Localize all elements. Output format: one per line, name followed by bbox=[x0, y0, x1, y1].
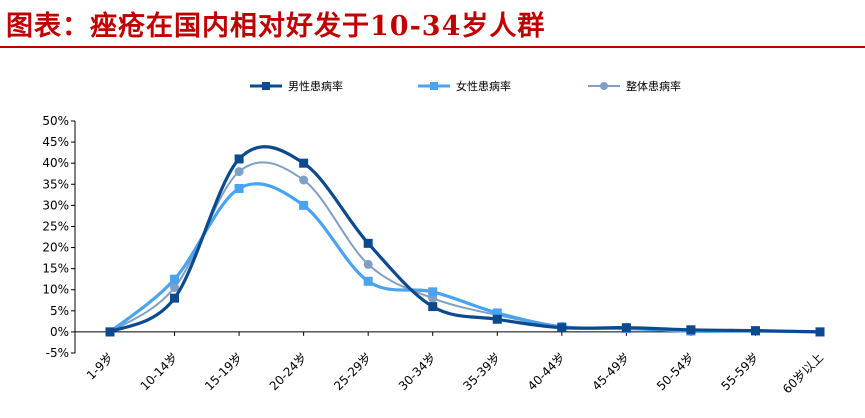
y-tick-label: 20% bbox=[42, 241, 69, 255]
y-tick-label: 10% bbox=[42, 283, 69, 297]
y-tick-label: 25% bbox=[42, 219, 69, 233]
x-tick-label: 20-24岁 bbox=[266, 350, 310, 394]
legend-marker bbox=[262, 82, 270, 90]
data-point bbox=[557, 323, 567, 333]
data-point bbox=[363, 276, 373, 286]
series-line bbox=[109, 145, 821, 334]
y-tick-label: 45% bbox=[42, 135, 69, 149]
y-tick-label: 40% bbox=[42, 156, 69, 170]
x-tick-label: 10-14岁 bbox=[137, 350, 181, 394]
data-point bbox=[686, 325, 696, 335]
data-point bbox=[750, 326, 760, 336]
x-tick-label: 15-19岁 bbox=[201, 350, 245, 394]
axes: -5% 0% 5% 10% 15% 20% 25% 30% 35% 40% 45% 50% 1-9岁 10… bbox=[42, 114, 826, 396]
y-tick-label: 0% bbox=[50, 325, 69, 339]
x-tick-label: 55-59岁 bbox=[718, 350, 762, 394]
series-line bbox=[109, 161, 821, 333]
data-point bbox=[363, 238, 373, 248]
y-tick-label: -5% bbox=[46, 346, 69, 360]
x-tick-label: 1-9岁 bbox=[83, 350, 116, 383]
data-point bbox=[299, 158, 309, 168]
chart-title: 图表：痤疮在国内相对好发于10-34岁人群 bbox=[6, 11, 546, 42]
title-divider bbox=[0, 46, 865, 48]
data-point bbox=[815, 327, 825, 337]
data-point bbox=[428, 302, 438, 312]
data-point bbox=[363, 259, 373, 269]
data-point bbox=[299, 200, 309, 210]
data-point bbox=[299, 175, 309, 185]
legend-marker bbox=[600, 82, 608, 90]
y-tick-label: 15% bbox=[42, 262, 69, 276]
data-point bbox=[428, 287, 438, 297]
legend-item-1: 女性患病率 bbox=[418, 79, 511, 93]
x-tick-label: 35-39岁 bbox=[460, 350, 504, 394]
data-point bbox=[234, 154, 244, 164]
data-point bbox=[170, 274, 180, 284]
y-tick-label: 35% bbox=[42, 177, 69, 191]
y-tick-label: 30% bbox=[42, 198, 69, 212]
x-tick-label: 45-49岁 bbox=[589, 350, 633, 394]
data-point bbox=[170, 293, 180, 303]
series-layer bbox=[105, 145, 825, 337]
legend-item-2: 整体患病率 bbox=[588, 79, 681, 93]
data-point bbox=[234, 183, 244, 193]
x-tick-label: 25-29岁 bbox=[331, 350, 375, 394]
series-0 bbox=[105, 145, 825, 337]
x-tick-label: 60岁以上 bbox=[779, 350, 826, 397]
data-point bbox=[492, 308, 502, 318]
legend: 男性患病率 女性患病率 整体患病率 bbox=[250, 79, 681, 93]
y-tick-label: 5% bbox=[50, 304, 69, 318]
data-point bbox=[170, 283, 180, 293]
x-tick-label: 50-54岁 bbox=[653, 350, 697, 394]
legend-label: 女性患病率 bbox=[456, 79, 511, 93]
series-2 bbox=[105, 161, 825, 337]
legend-item-0: 男性患病率 bbox=[250, 79, 343, 93]
x-tick-label: 30-34岁 bbox=[395, 350, 439, 394]
legend-label: 男性患病率 bbox=[288, 79, 343, 93]
data-point bbox=[621, 323, 631, 333]
data-point bbox=[492, 314, 502, 324]
data-point bbox=[234, 167, 244, 177]
data-point bbox=[105, 327, 115, 337]
legend-label: 整体患病率 bbox=[626, 79, 681, 93]
x-tick-label: 40-44岁 bbox=[524, 350, 568, 394]
legend-marker bbox=[430, 82, 438, 90]
y-tick-label: 50% bbox=[42, 114, 69, 128]
